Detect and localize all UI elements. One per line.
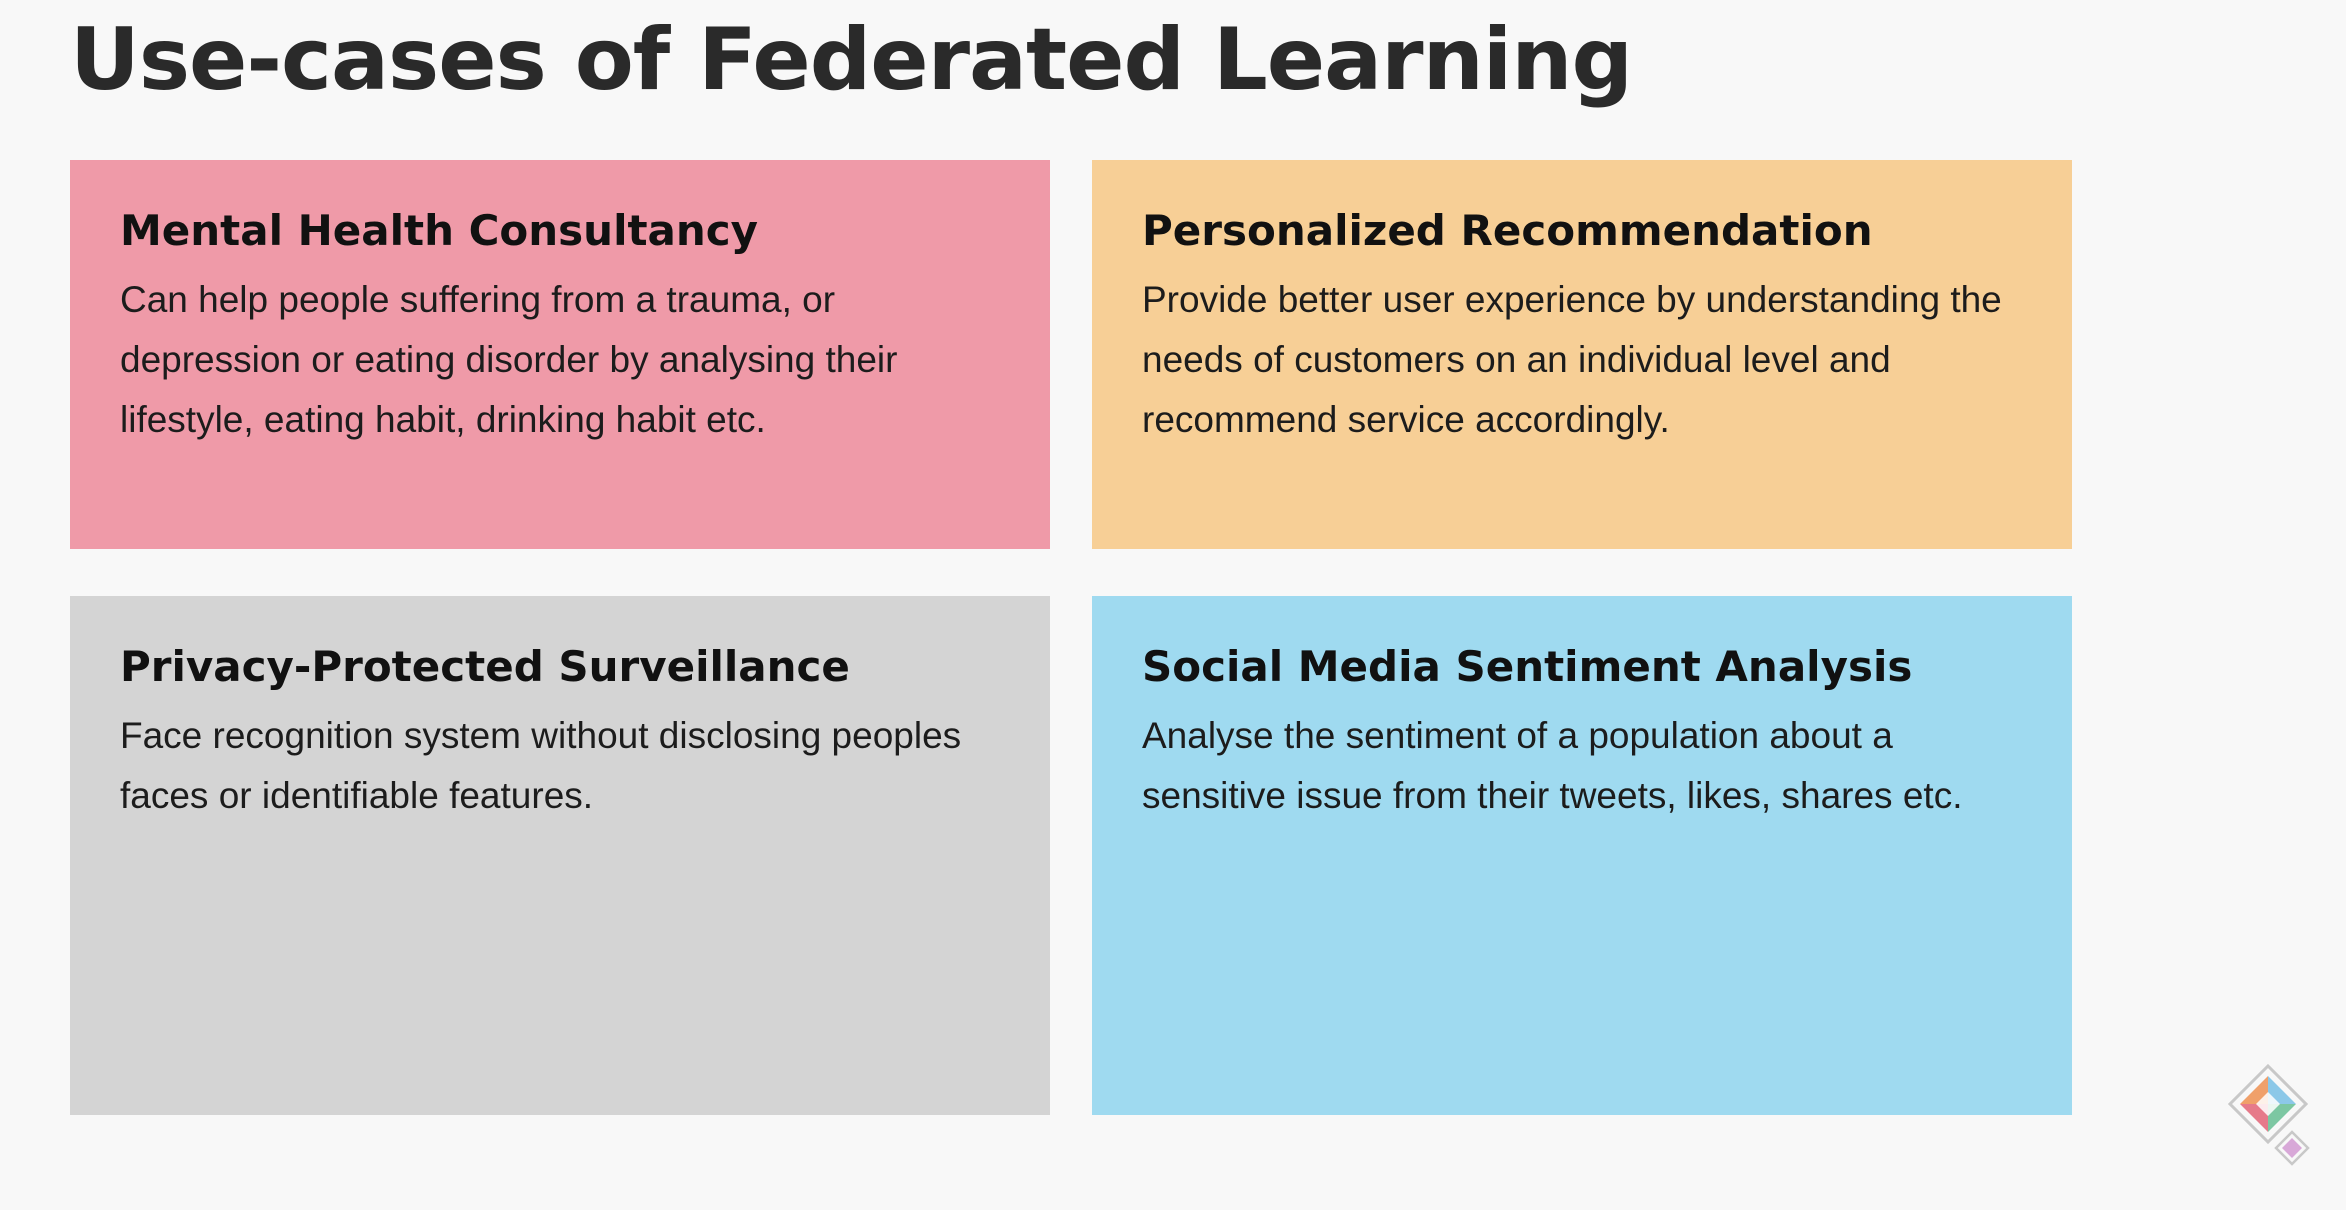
diamond-logo-icon — [2226, 1062, 2326, 1172]
card-description: Analyse the sentiment of a population ab… — [1142, 715, 1963, 816]
card-mental-health: Mental Health Consultancy Can help peopl… — [70, 160, 1050, 549]
card-description: Provide better user experience by unders… — [1142, 279, 2002, 440]
card-title: Mental Health Consultancy — [120, 206, 759, 255]
card-description: Face recognition system without disclosi… — [120, 715, 962, 816]
card-personalized-recommendation: Personalized Recommendation Provide bett… — [1092, 160, 2072, 549]
card-title: Social Media Sentiment Analysis — [1142, 642, 1913, 691]
card-sentiment-analysis: Social Media Sentiment Analysis Analyse … — [1092, 596, 2072, 1115]
card-title: Personalized Recommendation — [1142, 206, 1873, 255]
page-title: Use-cases of Federated Learning — [70, 10, 1633, 110]
card-title: Privacy-Protected Surveillance — [120, 642, 850, 691]
card-privacy-surveillance: Privacy-Protected Surveillance Face reco… — [70, 596, 1050, 1115]
card-description: Can help people suffering from a trauma,… — [120, 279, 898, 440]
